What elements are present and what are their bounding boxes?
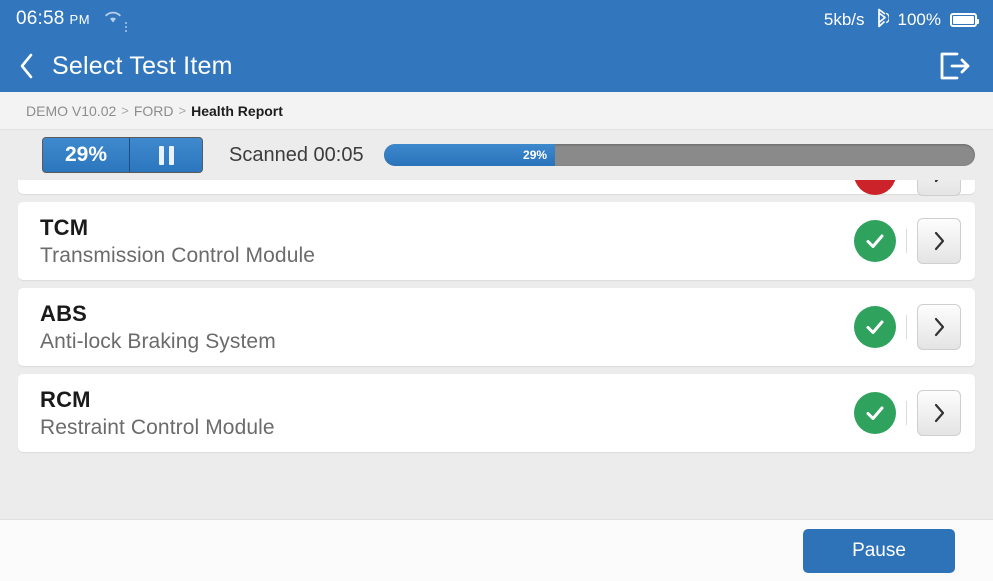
status-dots-icon: [125, 22, 128, 32]
scan-percent-display: 29%: [43, 138, 129, 172]
breadcrumb-separator: >: [121, 103, 129, 118]
breadcrumb: DEMO V10.02 > FORD > Health Report: [0, 92, 993, 130]
pause-icon[interactable]: [130, 138, 202, 172]
module-description: Anti-lock Braking System: [40, 329, 276, 353]
module-row[interactable]: RCM Restraint Control Module: [18, 374, 975, 452]
module-description: Transmission Control Module: [40, 243, 316, 267]
status-error-badge: 3: [854, 180, 896, 195]
progress-percent-label: 29%: [523, 148, 548, 162]
module-row-actions: [854, 390, 961, 436]
clock-meridiem: PM: [69, 12, 91, 27]
module-row-texts: ABS Anti-lock Braking System: [40, 301, 854, 354]
breadcrumb-level2[interactable]: FORD: [133, 102, 174, 119]
progress-fill: 29%: [383, 144, 556, 166]
module-description: Powertrain Control Module: [40, 180, 854, 186]
scan-progress-bar: 29% Scanned 00:05 29%: [0, 130, 993, 180]
network-speed: 5kb/s: [823, 10, 865, 29]
chevron-right-icon[interactable]: [917, 180, 961, 196]
breadcrumb-separator: >: [178, 103, 187, 118]
page-title: Select Test Item: [52, 51, 233, 80]
progress-track: 29%: [383, 144, 975, 166]
module-row[interactable]: ABS Anti-lock Braking System: [18, 288, 975, 366]
status-ok-icon: [854, 392, 896, 434]
battery-percent: 100%: [897, 10, 941, 29]
row-divider: [906, 401, 907, 425]
module-code: TCM: [40, 214, 89, 240]
module-code: ABS: [40, 300, 88, 326]
chevron-right-icon[interactable]: [917, 390, 961, 436]
scanned-time-label: Scanned 00:05: [229, 143, 364, 166]
breadcrumb-root[interactable]: DEMO V10.02: [26, 102, 117, 119]
module-row-actions: 3: [854, 180, 961, 196]
module-code: RCM: [40, 386, 91, 412]
module-row-texts: Powertrain Control Module: [40, 180, 854, 186]
segment-divider: [129, 138, 130, 172]
battery-full-icon: [950, 13, 979, 27]
title-bar: Select Test Item: [0, 40, 993, 92]
error-count: 3: [854, 180, 896, 195]
wifi-icon: [104, 11, 122, 24]
row-divider: [906, 229, 907, 253]
status-bar: 06:58 PM 5kb/s 100%: [0, 0, 993, 40]
module-row-actions: [854, 218, 961, 264]
back-chevron-icon[interactable]: [14, 53, 40, 79]
module-row[interactable]: TCM Transmission Control Module: [18, 202, 975, 280]
status-ok-icon: [854, 306, 896, 348]
pause-button[interactable]: Pause: [803, 528, 955, 573]
bluetooth-icon: [874, 8, 890, 33]
breadcrumb-current: Health Report: [191, 102, 283, 119]
module-row-texts: TCM Transmission Control Module: [40, 215, 854, 268]
bottom-toolbar: Pause: [0, 519, 993, 581]
row-divider: [906, 315, 907, 339]
clock-time: 06:58: [16, 8, 65, 29]
status-bar-left: 06:58 PM: [16, 8, 128, 32]
module-list[interactable]: Powertrain Control Module3 TCM Transmissio…: [0, 180, 993, 519]
module-description: Restraint Control Module: [40, 415, 275, 439]
chevron-right-icon[interactable]: [917, 218, 961, 264]
chevron-right-icon[interactable]: [917, 304, 961, 350]
exit-icon[interactable]: [935, 49, 975, 83]
scan-toggle-group: 29%: [42, 137, 203, 173]
status-bar-right: 5kb/s 100%: [823, 8, 979, 33]
module-row-actions: [854, 304, 961, 350]
status-ok-icon: [854, 220, 896, 262]
module-row-texts: RCM Restraint Control Module: [40, 387, 854, 440]
module-row[interactable]: Powertrain Control Module3: [18, 180, 975, 196]
